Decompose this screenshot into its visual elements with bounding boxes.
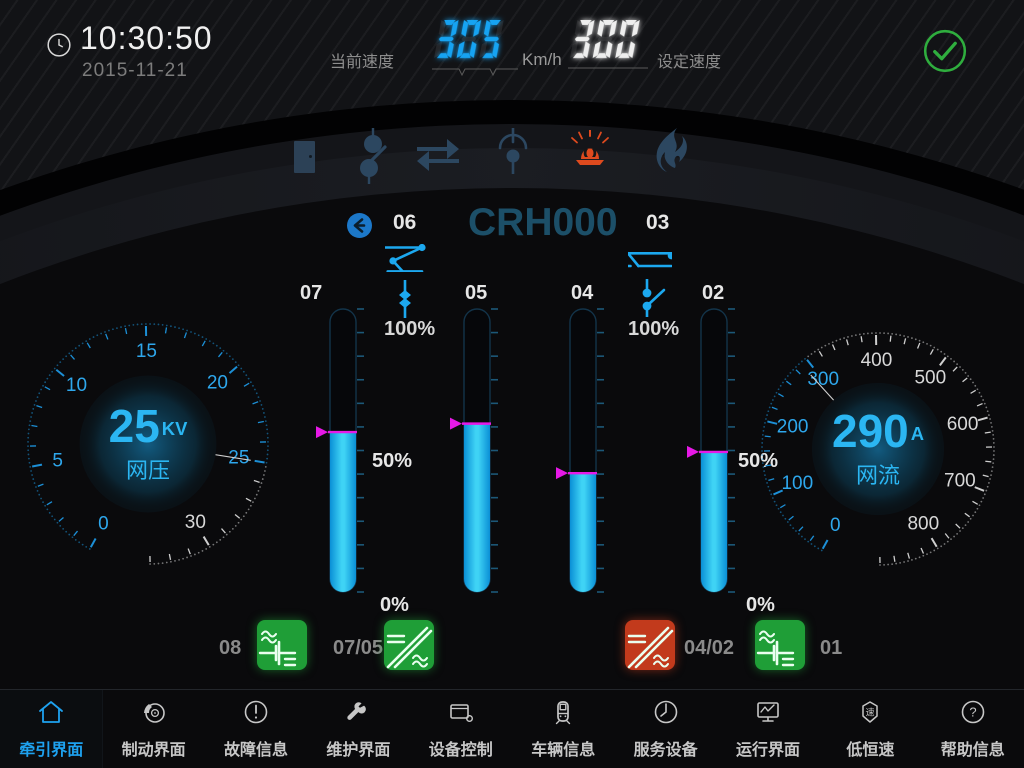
svg-text:800: 800 (907, 513, 939, 534)
svg-text:15: 15 (136, 341, 157, 362)
svg-text:200: 200 (777, 417, 809, 438)
svg-text:10: 10 (66, 375, 87, 396)
svg-text:网流: 网流 (856, 463, 900, 488)
svg-text:?: ? (969, 705, 976, 720)
svg-text:100: 100 (781, 473, 813, 494)
svg-text:20: 20 (207, 373, 228, 394)
svg-text:700: 700 (944, 470, 976, 491)
svg-text:0: 0 (830, 515, 841, 536)
svg-text:速: 速 (866, 708, 875, 718)
svg-text:30: 30 (185, 512, 206, 533)
svg-text:600: 600 (947, 414, 979, 435)
svg-text:400: 400 (861, 350, 893, 371)
svg-text:网压: 网压 (126, 458, 170, 483)
svg-text:0: 0 (98, 513, 109, 534)
svg-text:5: 5 (52, 451, 63, 472)
svg-text:500: 500 (914, 367, 946, 388)
svg-text:300: 300 (807, 369, 839, 390)
